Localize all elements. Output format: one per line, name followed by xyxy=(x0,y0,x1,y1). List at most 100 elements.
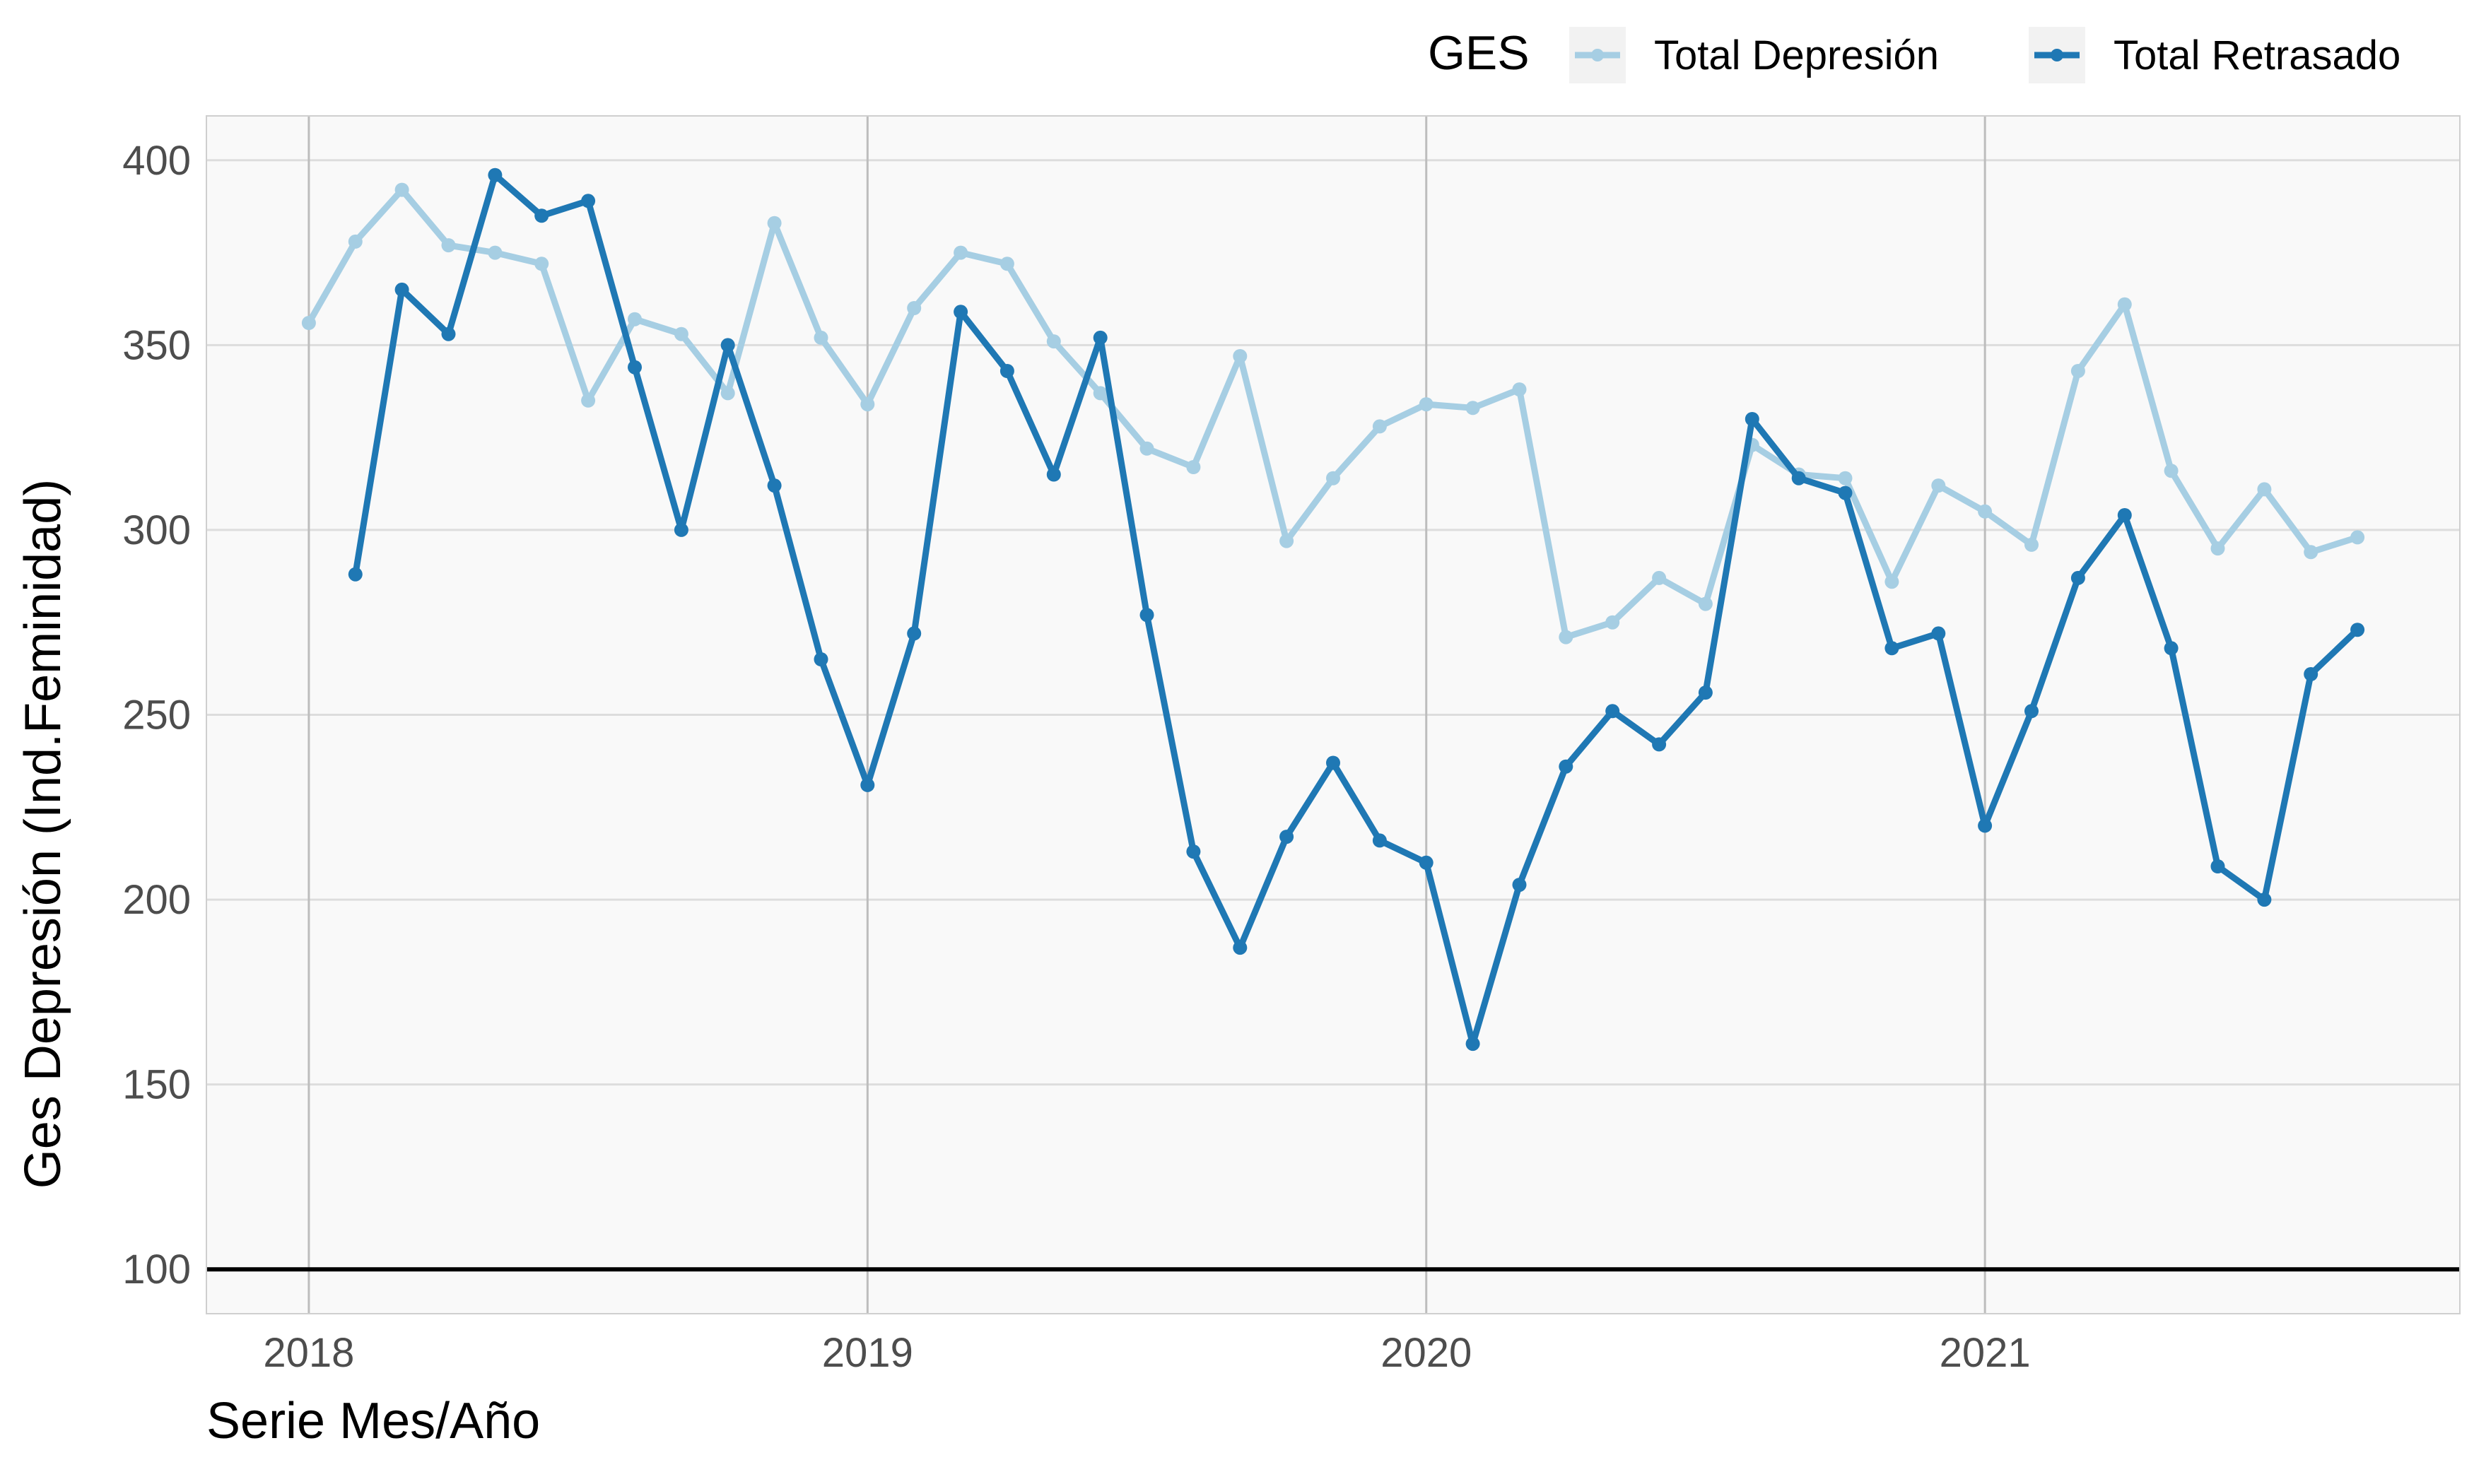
data-point xyxy=(534,257,549,271)
y-tick-label: 150 xyxy=(122,1062,191,1108)
data-point xyxy=(1233,941,1248,955)
x-tick-label: 2018 xyxy=(263,1330,354,1376)
data-point xyxy=(394,282,409,297)
data-point xyxy=(1186,844,1201,859)
data-point xyxy=(767,216,782,230)
data-point xyxy=(2117,297,2132,312)
data-point xyxy=(301,316,316,330)
data-point xyxy=(999,257,1014,271)
data-point xyxy=(1978,504,1993,519)
data-point xyxy=(1884,641,1899,656)
grid-layer xyxy=(206,116,2460,1314)
data-point xyxy=(2210,541,2225,556)
series-total-retrasado xyxy=(348,167,2365,1052)
data-point xyxy=(628,360,642,375)
data-point xyxy=(581,393,596,408)
data-point xyxy=(2210,859,2225,873)
y-tick-label: 350 xyxy=(122,322,191,368)
data-point xyxy=(1465,1037,1480,1052)
data-point xyxy=(814,330,828,345)
data-point xyxy=(1838,485,1853,500)
data-point xyxy=(720,386,735,401)
x-tick-labels: 2018 2019 2020 2021 xyxy=(263,1330,2030,1376)
x-tick-label: 2020 xyxy=(1380,1330,1472,1376)
legend-item-total-retrasado: Total Retrasado xyxy=(2029,27,2400,83)
data-point xyxy=(999,364,1014,378)
x-axis-title: Serie Mes/Año xyxy=(206,1393,540,1449)
data-point xyxy=(1652,737,1667,752)
data-point xyxy=(1465,401,1480,416)
y-tick-label: 100 xyxy=(122,1247,191,1292)
legend-label: Total Retrasado xyxy=(2114,33,2400,78)
data-point xyxy=(2024,537,2039,552)
legend-key-point xyxy=(1591,49,1604,61)
data-point xyxy=(2164,464,2179,478)
data-point xyxy=(2350,623,2365,637)
data-point xyxy=(907,626,922,641)
legend-label: Total Depresión xyxy=(1654,33,1939,78)
data-point xyxy=(860,777,875,792)
data-point xyxy=(2350,530,2365,545)
data-point xyxy=(720,338,735,353)
data-point xyxy=(348,567,363,582)
data-point xyxy=(1419,855,1434,870)
data-point xyxy=(1093,330,1108,345)
data-point xyxy=(767,478,782,493)
data-point xyxy=(1791,471,1806,485)
data-point xyxy=(1093,386,1108,401)
data-point xyxy=(1233,349,1248,363)
data-point xyxy=(1326,471,1340,485)
y-tick-label: 300 xyxy=(122,507,191,553)
data-point xyxy=(1978,818,1993,833)
data-point xyxy=(2304,667,2318,681)
data-point xyxy=(954,245,968,260)
data-point xyxy=(1652,570,1667,585)
legend-key-point xyxy=(2051,49,2063,61)
data-point xyxy=(488,167,503,182)
data-point xyxy=(2164,641,2179,656)
data-point xyxy=(1884,575,1899,589)
data-point xyxy=(441,238,456,253)
data-point xyxy=(907,301,922,315)
y-tick-labels: 100 150 200 250 300 350 400 xyxy=(122,138,191,1292)
data-point xyxy=(1186,460,1201,474)
data-point xyxy=(488,245,503,260)
data-point xyxy=(1512,878,1527,893)
data-point xyxy=(1605,615,1620,630)
data-point xyxy=(2117,508,2132,522)
series-line xyxy=(352,172,2361,1047)
data-point xyxy=(1279,830,1294,844)
data-point xyxy=(348,234,363,249)
legend-title: GES xyxy=(1428,26,1530,80)
data-point xyxy=(1419,397,1434,412)
x-tick-label: 2019 xyxy=(822,1330,913,1376)
data-point xyxy=(1046,334,1061,349)
data-point xyxy=(674,522,688,537)
data-point xyxy=(534,208,549,223)
y-axis-title: Ges Depresión (Ind.Feminidad) xyxy=(15,479,71,1189)
data-point xyxy=(860,397,875,412)
data-point xyxy=(1139,441,1154,456)
data-point xyxy=(2304,545,2318,560)
data-point xyxy=(2024,704,2039,719)
data-point xyxy=(1372,833,1387,848)
data-point xyxy=(1559,630,1573,644)
data-point xyxy=(1931,626,1946,641)
data-point xyxy=(1512,382,1527,397)
legend: GES Total Depresión Total Retrasado xyxy=(1428,26,2400,83)
series-total-depresi-n xyxy=(301,182,2365,644)
data-point xyxy=(2257,482,2272,497)
legend-item-total-depresion: Total Depresión xyxy=(1569,27,1939,83)
data-point xyxy=(1559,759,1573,774)
data-point xyxy=(814,652,828,666)
data-point xyxy=(1838,471,1853,485)
data-point xyxy=(2257,893,2272,907)
data-point xyxy=(1046,467,1061,482)
x-tick-label: 2021 xyxy=(1940,1330,2031,1376)
y-tick-label: 250 xyxy=(122,693,191,738)
data-point xyxy=(1139,608,1154,623)
data-point xyxy=(1605,704,1620,719)
y-tick-label: 400 xyxy=(122,138,191,184)
data-point xyxy=(581,194,596,208)
data-point xyxy=(394,182,409,197)
